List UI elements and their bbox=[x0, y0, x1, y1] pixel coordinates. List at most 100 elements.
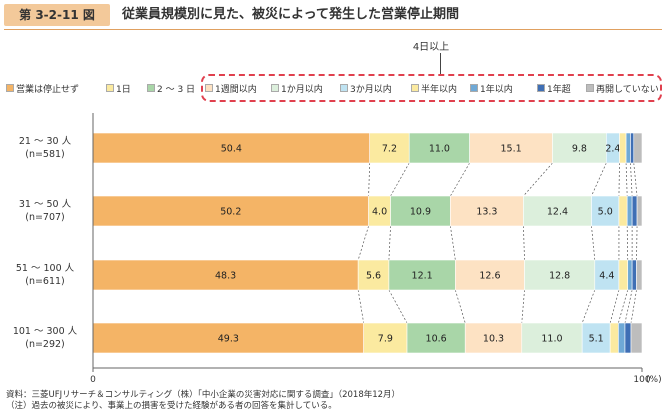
bar-segment bbox=[581, 322, 611, 354]
bar-segment bbox=[630, 322, 643, 354]
bar-segment bbox=[552, 132, 607, 164]
data-label: 11.0 bbox=[429, 144, 450, 155]
legend-item: 1週間以内 bbox=[205, 74, 257, 102]
bar-segment bbox=[609, 322, 619, 354]
legend-group-label: 4日以上 bbox=[412, 42, 450, 53]
bar-segment bbox=[450, 195, 524, 227]
connector-line bbox=[633, 162, 638, 197]
connector-line bbox=[591, 225, 596, 261]
category-label-line: 21 ～ 30 人 bbox=[18, 136, 72, 147]
connector-line bbox=[523, 225, 525, 261]
category-label-line: (n=292) bbox=[25, 339, 65, 350]
category-label: 101 ～ 300 人 (n=292) bbox=[0, 325, 90, 351]
connector-line bbox=[609, 289, 620, 324]
data-label: 4.0 bbox=[372, 207, 387, 218]
legend-item: 1年以内 bbox=[470, 74, 513, 102]
data-label: 10.6 bbox=[426, 334, 447, 345]
legend-item: 1年超 bbox=[537, 74, 571, 102]
legend-swatch bbox=[411, 84, 419, 92]
connector-line bbox=[521, 289, 525, 324]
bar-segment bbox=[631, 195, 638, 227]
legend-label: 1週間以内 bbox=[215, 84, 257, 95]
legend-swatch bbox=[586, 84, 594, 92]
connector-line bbox=[618, 289, 629, 324]
legend-item: 2 ～ 3 日 bbox=[147, 74, 195, 102]
connector-line bbox=[636, 225, 638, 261]
data-label: 12.4 bbox=[547, 207, 568, 218]
connector-line bbox=[630, 289, 637, 324]
category-label: 51 ～ 100 人 (n=611) bbox=[0, 262, 90, 288]
connector-line bbox=[357, 225, 369, 261]
legend-item: 3か月以内 bbox=[340, 74, 392, 102]
legend-swatch bbox=[271, 84, 279, 92]
legend-swatch bbox=[6, 84, 14, 92]
category-label: 31 ～ 50 人 (n=707) bbox=[0, 198, 90, 224]
bar-segment bbox=[636, 259, 643, 291]
figure-title: 従業員規模別に見た、被災によって発生した営業停止期間 bbox=[122, 7, 459, 22]
connector-line bbox=[626, 225, 629, 261]
bar-segment bbox=[390, 195, 451, 227]
connector-line bbox=[624, 289, 633, 324]
data-label: 5.6 bbox=[366, 271, 381, 282]
x-tick-label: 100 bbox=[633, 375, 650, 385]
bar-segment bbox=[464, 322, 523, 354]
figure-number: 第 3-2-11 図 bbox=[19, 8, 95, 22]
connector-line bbox=[390, 162, 410, 197]
method-note: （注）過去の被災により、事業上の損害を受けた経験がある者の回答を集計している。 bbox=[6, 401, 337, 411]
data-label: 11.0 bbox=[541, 334, 562, 345]
connector-line bbox=[357, 289, 365, 324]
connector-line bbox=[591, 162, 607, 197]
legend-swatch bbox=[147, 84, 155, 92]
data-label: 5.0 bbox=[598, 207, 613, 218]
bar-segment bbox=[626, 195, 633, 227]
data-label: 49.3 bbox=[218, 334, 239, 345]
bar-segment bbox=[618, 195, 628, 227]
legend-label: 1日 bbox=[116, 84, 131, 95]
data-label: 12.6 bbox=[479, 271, 500, 282]
bar-segment bbox=[524, 259, 596, 291]
data-label: 2.4 bbox=[605, 144, 620, 155]
footnotes: 資料：三菱UFJリサーチ＆コンサルティング（株）「中小企業の災害対応に関する調査… bbox=[6, 390, 400, 412]
legend-item: 再開していない bbox=[586, 74, 659, 102]
bar-segment bbox=[636, 195, 643, 227]
connector-line bbox=[618, 162, 620, 197]
bar-segment bbox=[406, 322, 466, 354]
x-unit-label: (%) bbox=[646, 375, 662, 385]
connector-line bbox=[581, 289, 596, 324]
bar-segment bbox=[618, 322, 626, 354]
bar-segment bbox=[92, 259, 359, 291]
source-note: 資料：三菱UFJリサーチ＆コンサルティング（株）「中小企業の災害対応に関する調査… bbox=[6, 390, 401, 400]
connector-line bbox=[455, 289, 466, 324]
connector-line bbox=[450, 162, 470, 197]
data-label: 9.8 bbox=[572, 144, 587, 155]
legend-group-box bbox=[201, 74, 662, 102]
bar-segment bbox=[630, 132, 635, 164]
data-label: 48.3 bbox=[215, 271, 236, 282]
bar-segment bbox=[369, 132, 410, 164]
bar-segment bbox=[624, 322, 632, 354]
data-label: 7.9 bbox=[378, 334, 393, 345]
bar-segment bbox=[363, 322, 408, 354]
bar-segment bbox=[627, 259, 633, 291]
legend-item: 1日 bbox=[106, 74, 131, 102]
connector-line bbox=[450, 225, 456, 261]
data-label: 12.1 bbox=[412, 271, 433, 282]
legend-label: 1年超 bbox=[547, 84, 571, 95]
legend-item: 営業は停止せず bbox=[6, 74, 79, 102]
bar-segment bbox=[618, 259, 629, 291]
legend-swatch bbox=[106, 84, 114, 92]
data-label: 13.3 bbox=[476, 207, 497, 218]
data-label: 4.4 bbox=[599, 271, 614, 282]
bar-segment bbox=[591, 195, 620, 227]
legend-item: 1か月以内 bbox=[271, 74, 323, 102]
bar-segment bbox=[523, 195, 592, 227]
legend-swatch bbox=[470, 84, 478, 92]
legend-swatch bbox=[205, 84, 213, 92]
data-label: 10.9 bbox=[410, 207, 431, 218]
category-label: 21 ～ 30 人 (n=581) bbox=[0, 135, 90, 161]
title-divider bbox=[4, 29, 662, 30]
category-label-line: 101 ～ 300 人 bbox=[12, 326, 78, 337]
bar-segment bbox=[408, 132, 470, 164]
